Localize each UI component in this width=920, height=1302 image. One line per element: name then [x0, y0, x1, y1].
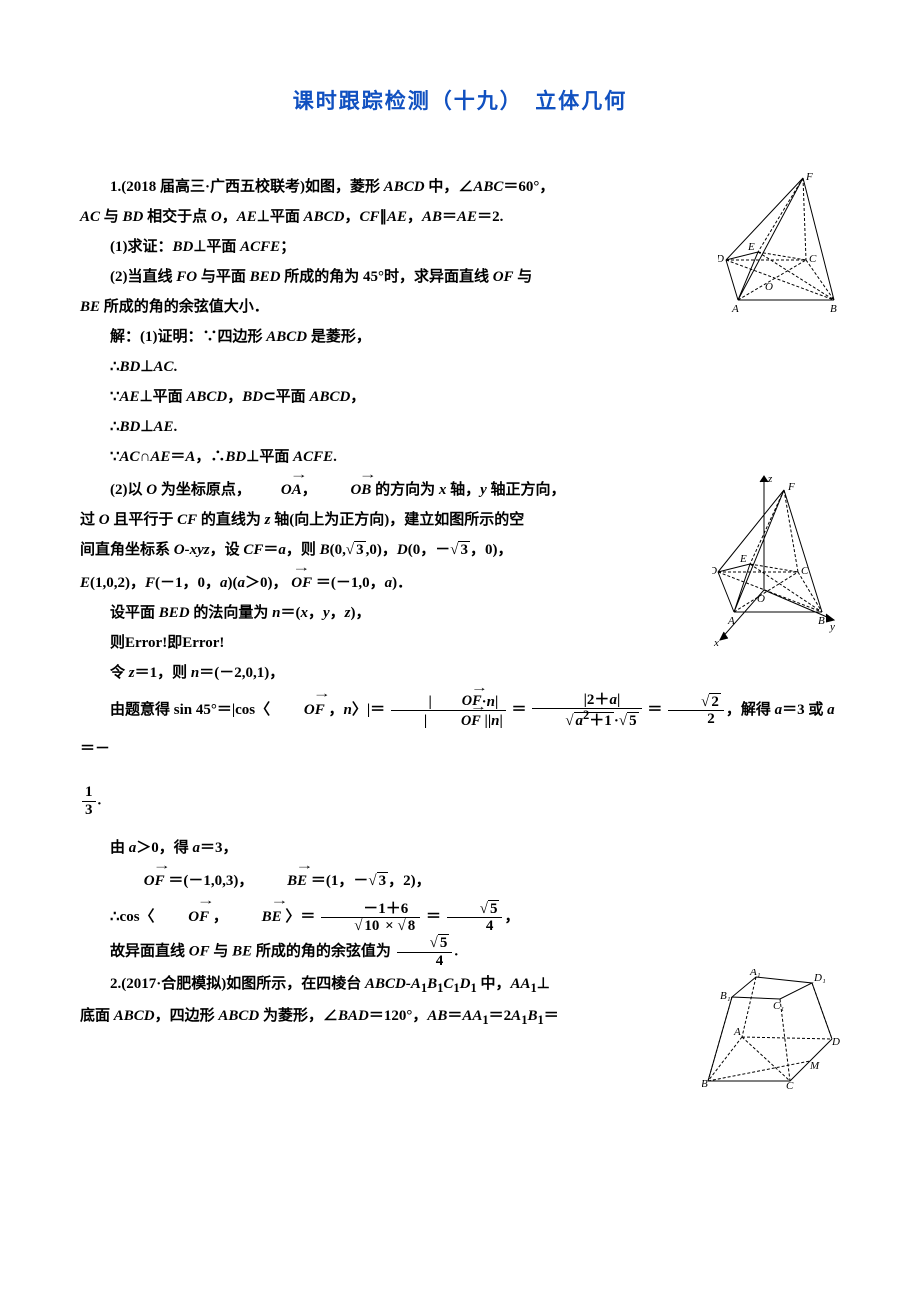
q1-sol6: (2)以 O 为坐标原点，OA， OB 的方向为 x 轴，y 轴正方向，: [80, 472, 840, 505]
page-title: 课时跟踪检测（十九） 立体几何: [80, 80, 840, 122]
q1-sol10: 设平面 BED 的法向量为 n＝(x，y，z)，: [80, 598, 840, 628]
fig3-label-M: M: [809, 1060, 820, 1072]
q1-sol1: 解：(1)证明：∵四边形 ABCD 是菱形，: [80, 322, 840, 352]
q1-sol7: 过 O 且平行于 CF 的直线为 z 轴(向上为正方向)，建立如图所示的空: [80, 505, 840, 535]
q1-sol8: 间直角坐标系 O-xyz，设 CF＝a，则 B(0,3,0)，D(0，－3，0)…: [80, 535, 840, 565]
fig3-label-C: C: [786, 1080, 794, 1089]
q1-stem-line1: 1.(2018 届高三·广西五校联考)如图，菱形 ABCD 中，∠ABC＝60°…: [80, 172, 840, 202]
q1-sol14: 由 a＞0，得 a＝3，: [80, 833, 840, 863]
q1-part2b: BE 所成的角的余弦值大小．: [80, 292, 840, 322]
q1-sol16: ∴cos〈 OF ， BE 〉＝ －1＋610 × 8 ＝ 54，: [80, 896, 840, 935]
q1-stem-line2: AC 与 BD 相交于点 O，AE⊥平面 ABCD，CF∥AE，AB＝AE＝2.: [80, 202, 840, 232]
q1-sol11: 则Error!即Error!: [80, 628, 840, 658]
q1-sol4: ∴BD⊥AE.: [80, 412, 840, 442]
q1-sol9: E(1,0,2)，F(－1，0，a)(a＞0)， OF ＝(－1,0，a)．: [80, 565, 840, 598]
q1-sol17: 故异面直线 OF 与 BE 所成的角的余弦值为 54.: [80, 935, 840, 969]
q1-sol3: ∵AE⊥平面 ABCD，BD⊂平面 ABCD，: [80, 382, 840, 412]
fig3-label-D: D: [831, 1036, 840, 1048]
q1-sol5: ∵AC∩AE＝A，∴BD⊥平面 ACFE.: [80, 442, 840, 472]
fig3-label-B: B: [702, 1078, 708, 1089]
q1-sol13: 由题意得 sin 45°＝|cos〈 OF ，n〉|＝ |OF·n|| OF |…: [80, 688, 840, 769]
q2-stem-line2: 底面 ABCD，四边形 ABCD 为菱形，∠BAD＝120°，AB＝AA1＝2A…: [80, 1001, 840, 1033]
q1-part2a: (2)当直线 FO 与平面 BED 所成的角为 45°时，求异面直线 OF 与: [80, 262, 840, 292]
q1-part1: (1)求证：BD⊥平面 ACFE；: [80, 232, 840, 262]
q1-sol13-tail: 13.: [80, 784, 840, 818]
q1-sol2: ∴BD⊥AC.: [80, 352, 840, 382]
q2-stem-line1: 2.(2017·合肥模拟)如图所示，在四棱台 ABCD-A1B1C1D1 中，A…: [80, 969, 840, 1001]
